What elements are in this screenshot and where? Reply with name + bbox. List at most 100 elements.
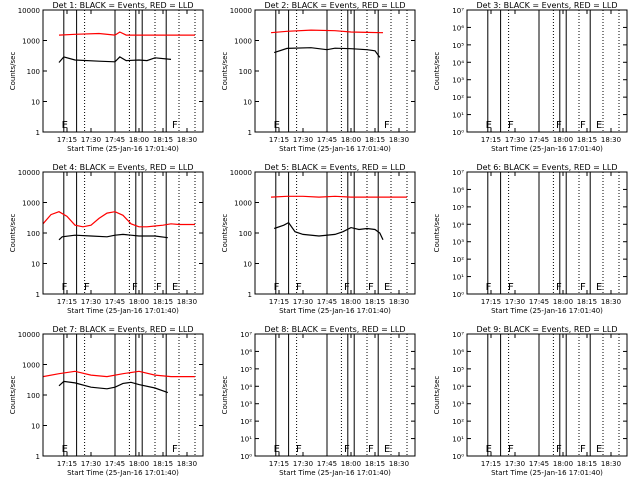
x-tick-label: 17:30 <box>293 460 313 468</box>
y-tick-label: 10² <box>240 418 252 426</box>
plot-frame <box>42 333 204 457</box>
x-tick-label: 18:00 <box>129 136 149 144</box>
x-tick-label: 18:00 <box>553 460 573 468</box>
series-lld-line <box>270 29 384 34</box>
y-tick-label: 10⁵ <box>452 204 464 212</box>
x-tick-label: 18:30 <box>177 136 197 144</box>
panel-title: Det 1: BLACK = Events, RED = LLD <box>53 1 194 10</box>
panel-title: Det 5: BLACK = Events, RED = LLD <box>265 163 406 172</box>
x-tick-label: 17:15 <box>269 136 289 144</box>
marker-label: F <box>556 444 562 455</box>
x-tick-label: 17:15 <box>481 136 501 144</box>
detector-panel-8: Det 8: BLACK = Events, RED = LLD Counts/s… <box>221 325 416 477</box>
marker-label: F <box>368 444 374 455</box>
y-tick-label: 10⁷ <box>240 331 252 339</box>
marker-label: E <box>62 444 68 455</box>
y-axis-label: Counts/sec <box>9 376 17 415</box>
x-axis-label: Start Time (25-Jan-16 17:01:40) <box>491 307 603 315</box>
detector-panel-3: Det 3: BLACK = Events, RED = LLD Counts/s… <box>433 1 628 153</box>
detector-panel-7: Det 7: BLACK = Events, RED = LLD Counts/s… <box>9 325 204 477</box>
y-tick-label: 10⁶ <box>452 186 464 194</box>
y-tick-label: 1 <box>248 129 252 137</box>
y-tick-label: 10000 <box>18 331 40 339</box>
plot-frame <box>466 9 628 133</box>
y-tick-label: 1000 <box>22 200 40 208</box>
x-tick-label: 17:45 <box>317 298 337 306</box>
y-tick-label: 10 <box>243 99 252 107</box>
marker-label: E <box>274 120 280 131</box>
series-lld-line <box>58 31 195 36</box>
detector-panel-6: Det 6: BLACK = Events, RED = LLD Counts/s… <box>433 163 628 315</box>
y-tick-label: 1 <box>36 291 40 299</box>
x-tick-label: 17:45 <box>105 298 125 306</box>
marker-label: E <box>486 120 492 131</box>
y-tick-label: 10000 <box>18 7 40 15</box>
x-tick-label: 17:30 <box>505 136 525 144</box>
x-tick-label: 18:15 <box>365 298 385 306</box>
x-tick-label: 17:45 <box>529 298 549 306</box>
y-tick-label: 1 <box>248 291 252 299</box>
y-tick-label: 10⁶ <box>240 348 252 356</box>
marker-label: E <box>274 444 280 455</box>
marker-label: F <box>62 282 68 293</box>
x-tick-label: 18:15 <box>153 136 173 144</box>
y-tick-label: 1000 <box>22 362 40 370</box>
x-tick-label: 17:15 <box>481 460 501 468</box>
x-axis-label: Start Time (25-Jan-16 17:01:40) <box>491 469 603 477</box>
x-axis-label: Start Time (25-Jan-16 17:01:40) <box>491 145 603 153</box>
series-lld-line <box>270 195 407 198</box>
marker-label: F <box>556 120 562 131</box>
y-tick-label: 10000 <box>230 7 252 15</box>
x-tick-label: 18:30 <box>601 136 621 144</box>
x-tick-label: 18:00 <box>341 298 361 306</box>
marker-label: F <box>296 282 302 293</box>
detector-panel-2: Det 2: BLACK = Events, RED = LLD Counts/s… <box>221 1 416 153</box>
plot-frame <box>254 171 416 295</box>
marker-label: F <box>556 282 562 293</box>
x-tick-label: 18:30 <box>601 298 621 306</box>
marker-label: F <box>580 120 586 131</box>
marker-label: E <box>384 282 390 293</box>
y-axis-label: Counts/sec <box>433 376 441 415</box>
x-tick-label: 18:00 <box>129 298 149 306</box>
detector-panel-1: Det 1: BLACK = Events, RED = LLD Counts/s… <box>9 1 204 153</box>
x-tick-label: 18:30 <box>389 136 409 144</box>
marker-label: F <box>84 282 90 293</box>
x-tick-label: 18:15 <box>577 136 597 144</box>
marker-label: E <box>384 444 390 455</box>
x-axis-label: Start Time (25-Jan-16 17:01:40) <box>67 145 179 153</box>
y-tick-label: 10⁰ <box>452 129 464 137</box>
panel-title: Det 3: BLACK = Events, RED = LLD <box>477 1 618 10</box>
y-tick-label: 1 <box>36 453 40 461</box>
y-tick-label: 10⁴ <box>452 221 464 229</box>
y-axis-label: Counts/sec <box>433 214 441 253</box>
marker-label: F <box>172 120 178 131</box>
x-tick-label: 17:45 <box>317 460 337 468</box>
panel-title: Det 7: BLACK = Events, RED = LLD <box>53 325 194 334</box>
marker-label: E <box>596 444 602 455</box>
y-tick-label: 10¹ <box>240 436 252 444</box>
marker-label: F <box>344 444 350 455</box>
x-tick-label: 18:30 <box>177 460 197 468</box>
plot-frame <box>42 171 204 295</box>
x-tick-label: 18:15 <box>153 460 173 468</box>
y-axis-label: Counts/sec <box>433 52 441 91</box>
x-tick-label: 18:00 <box>553 298 573 306</box>
marker-label: F <box>508 282 514 293</box>
y-tick-label: 10⁷ <box>452 169 464 177</box>
x-tick-label: 18:00 <box>553 136 573 144</box>
x-tick-label: 17:30 <box>81 460 101 468</box>
marker-label: F <box>172 444 178 455</box>
y-tick-label: 10⁵ <box>240 366 252 374</box>
marker-label: F <box>368 282 374 293</box>
plot-frame <box>254 9 416 133</box>
x-tick-label: 17:45 <box>317 136 337 144</box>
detector-panel-4: Det 4: BLACK = Events, RED = LLD Counts/s… <box>9 163 204 315</box>
y-tick-label: 10⁷ <box>452 7 464 15</box>
y-tick-label: 100 <box>27 230 40 238</box>
y-axis-label: Counts/sec <box>221 52 229 91</box>
x-tick-label: 18:30 <box>601 460 621 468</box>
y-tick-label: 10¹ <box>452 274 464 282</box>
x-tick-label: 17:15 <box>269 298 289 306</box>
